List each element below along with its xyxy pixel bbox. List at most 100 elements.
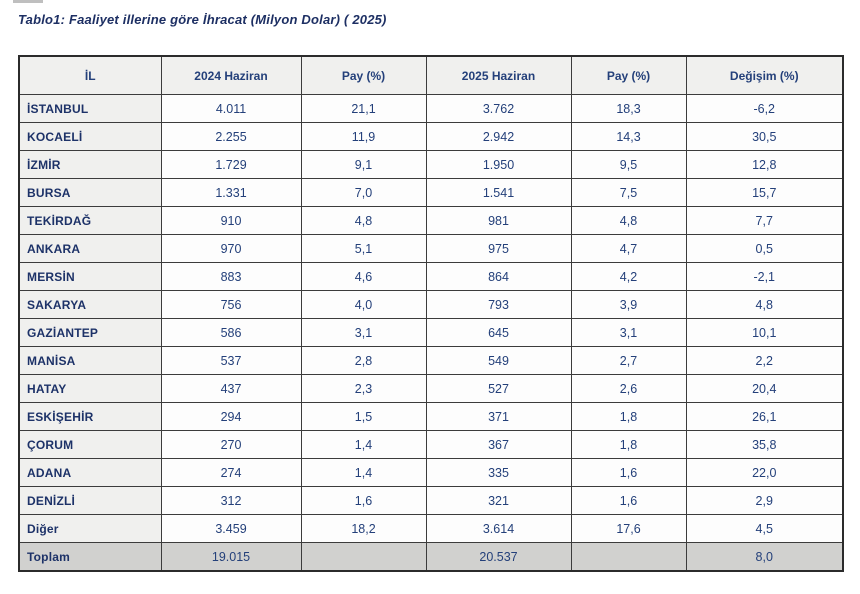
value-cell: 4,7 <box>570 234 687 263</box>
value-cell: 5,1 <box>300 234 427 263</box>
value-cell: 4,2 <box>570 262 687 291</box>
value-cell: -2,1 <box>685 262 844 291</box>
value-cell: 1.541 <box>425 178 572 207</box>
value-cell: 1,6 <box>300 486 427 515</box>
province-name-cell: İZMİR <box>18 150 162 179</box>
value-cell: 645 <box>425 318 572 347</box>
value-cell: 975 <box>425 234 572 263</box>
value-cell: 0,5 <box>685 234 844 263</box>
value-cell: 549 <box>425 346 572 375</box>
province-name-cell: İSTANBUL <box>18 94 162 123</box>
province-name-cell: ESKİŞEHİR <box>18 402 162 431</box>
value-cell: 18,3 <box>570 94 687 123</box>
value-cell: 910 <box>160 206 302 235</box>
value-cell: 15,7 <box>685 178 844 207</box>
value-cell: 793 <box>425 290 572 319</box>
table-row: MERSİN 883 4,6 864 4,2 -2,1 <box>18 262 844 291</box>
value-cell: 7,5 <box>570 178 687 207</box>
value-cell: 1.331 <box>160 178 302 207</box>
value-cell: 294 <box>160 402 302 431</box>
value-cell: 1.729 <box>160 150 302 179</box>
total-row: Toplam 19.015 20.537 8,0 <box>18 542 844 572</box>
table-row: ADANA 274 1,4 335 1,6 22,0 <box>18 458 844 487</box>
table-row: GAZİANTEP 586 3,1 645 3,1 10,1 <box>18 318 844 347</box>
value-cell: 2,2 <box>685 346 844 375</box>
value-cell: 1,6 <box>570 458 687 487</box>
value-cell: 864 <box>425 262 572 291</box>
value-cell: 437 <box>160 374 302 403</box>
value-cell: 3.459 <box>160 514 302 543</box>
value-cell <box>570 542 687 572</box>
value-cell: 970 <box>160 234 302 263</box>
table-row: Diğer 3.459 18,2 3.614 17,6 4,5 <box>18 514 844 543</box>
value-cell: 26,1 <box>685 402 844 431</box>
province-name-cell: DENİZLİ <box>18 486 162 515</box>
table-row: DENİZLİ 312 1,6 321 1,6 2,9 <box>18 486 844 515</box>
province-name-cell: Diğer <box>18 514 162 543</box>
exports-by-province-table: İL 2024 Haziran Pay (%) 2025 Haziran Pay… <box>18 55 844 572</box>
value-cell: 1,4 <box>300 430 427 459</box>
value-cell: 2,9 <box>685 486 844 515</box>
value-cell: 9,5 <box>570 150 687 179</box>
column-header-il: İL <box>18 55 162 95</box>
value-cell: 367 <box>425 430 572 459</box>
column-header-pay-2025: Pay (%) <box>570 55 687 95</box>
value-cell: 9,1 <box>300 150 427 179</box>
table-row: BURSA 1.331 7,0 1.541 7,5 15,7 <box>18 178 844 207</box>
value-cell: 20.537 <box>425 542 572 572</box>
value-cell: 2,7 <box>570 346 687 375</box>
table-title: Tablo1: Faaliyet illerine göre İhracat (… <box>18 12 387 27</box>
province-name-cell: HATAY <box>18 374 162 403</box>
value-cell: 22,0 <box>685 458 844 487</box>
value-cell: 8,0 <box>685 542 844 572</box>
province-name-cell: MERSİN <box>18 262 162 291</box>
value-cell: 1,5 <box>300 402 427 431</box>
value-cell: 274 <box>160 458 302 487</box>
value-cell: 981 <box>425 206 572 235</box>
table-row: İSTANBUL 4.011 21,1 3.762 18,3 -6,2 <box>18 94 844 123</box>
crop-artifact <box>13 0 43 3</box>
value-cell: 19.015 <box>160 542 302 572</box>
value-cell: 4,6 <box>300 262 427 291</box>
value-cell: 586 <box>160 318 302 347</box>
value-cell: 14,3 <box>570 122 687 151</box>
province-name-cell: GAZİANTEP <box>18 318 162 347</box>
province-name-cell: ADANA <box>18 458 162 487</box>
province-name-cell: Toplam <box>18 542 162 572</box>
table-row: KOCAELİ 2.255 11,9 2.942 14,3 30,5 <box>18 122 844 151</box>
value-cell: 527 <box>425 374 572 403</box>
value-cell: 270 <box>160 430 302 459</box>
value-cell: 371 <box>425 402 572 431</box>
table-row: HATAY 437 2,3 527 2,6 20,4 <box>18 374 844 403</box>
value-cell: -6,2 <box>685 94 844 123</box>
value-cell: 4,8 <box>570 206 687 235</box>
value-cell: 18,2 <box>300 514 427 543</box>
value-cell: 2.255 <box>160 122 302 151</box>
value-cell: 1,6 <box>570 486 687 515</box>
value-cell: 335 <box>425 458 572 487</box>
value-cell: 4,0 <box>300 290 427 319</box>
value-cell: 4,5 <box>685 514 844 543</box>
table-row: MANİSA 537 2,8 549 2,7 2,2 <box>18 346 844 375</box>
value-cell: 3,1 <box>300 318 427 347</box>
value-cell: 537 <box>160 346 302 375</box>
table-row: ESKİŞEHİR 294 1,5 371 1,8 26,1 <box>18 402 844 431</box>
province-name-cell: KOCAELİ <box>18 122 162 151</box>
value-cell: 1,8 <box>570 430 687 459</box>
column-header-2024-haziran: 2024 Haziran <box>160 55 302 95</box>
value-cell: 12,8 <box>685 150 844 179</box>
column-header-pay-2024: Pay (%) <box>300 55 427 95</box>
province-name-cell: MANİSA <box>18 346 162 375</box>
value-cell: 4.011 <box>160 94 302 123</box>
value-cell: 20,4 <box>685 374 844 403</box>
value-cell: 4,8 <box>685 290 844 319</box>
table-row: SAKARYA 756 4,0 793 3,9 4,8 <box>18 290 844 319</box>
value-cell: 4,8 <box>300 206 427 235</box>
value-cell: 883 <box>160 262 302 291</box>
province-name-cell: BURSA <box>18 178 162 207</box>
value-cell: 17,6 <box>570 514 687 543</box>
value-cell: 321 <box>425 486 572 515</box>
value-cell: 2,3 <box>300 374 427 403</box>
value-cell <box>300 542 427 572</box>
province-name-cell: TEKİRDAĞ <box>18 206 162 235</box>
